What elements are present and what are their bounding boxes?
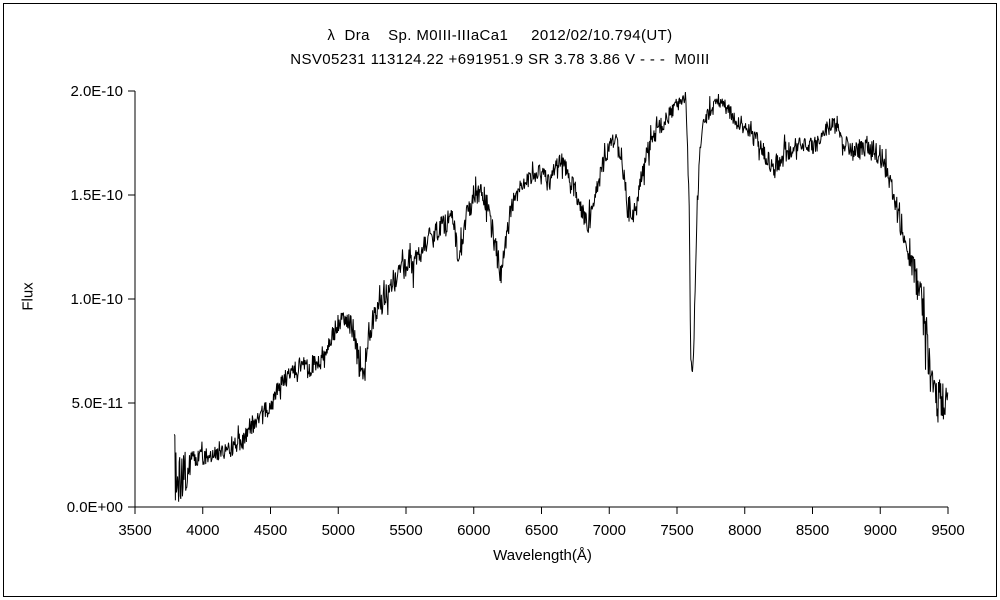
- x-tick-label: 7000: [593, 522, 626, 539]
- x-tick-label: 8500: [796, 522, 829, 539]
- x-tick-label: 4500: [254, 522, 287, 539]
- spectrum-line: [173, 91, 949, 502]
- axes: [134, 91, 948, 508]
- chart-title-line2: NSV05231 113124.22 +691951.9 SR 3.78 3.8…: [290, 51, 710, 68]
- x-tick-label: 6000: [457, 522, 490, 539]
- y-tick-label: 1.5E-10: [70, 187, 123, 204]
- x-tick-label: 9500: [931, 522, 964, 539]
- x-tick-label: 8000: [728, 522, 761, 539]
- x-tick-label: 5500: [389, 522, 422, 539]
- x-tick-label: 3500: [118, 522, 151, 539]
- y-ticks: 0.0E+00 5.0E-11 1.0E-10 1.5E-10 2.0E-10: [67, 83, 135, 516]
- x-tick-label: 4000: [186, 522, 219, 539]
- chart-title-line1: λ Dra Sp. M0III-IIIaCa1 2012/02/10.794(U…: [327, 27, 673, 44]
- x-tick-label: 6500: [525, 522, 558, 539]
- y-tick-label: 1.0E-10: [70, 291, 123, 308]
- x-tick-label: 7500: [660, 522, 693, 539]
- x-axis-label: Wavelength(Å): [493, 547, 592, 564]
- x-tick-label: 9000: [864, 522, 897, 539]
- y-tick-label: 2.0E-10: [70, 83, 123, 100]
- y-tick-label: 5.0E-11: [72, 395, 123, 412]
- x-ticks: 3500 4000 4500 5000 5500 6000 6500 7000 7500 8000…: [118, 507, 965, 539]
- x-tick-label: 5000: [322, 522, 355, 539]
- y-tick-label: 0.0E+00: [67, 499, 123, 516]
- y-axis-label: Flux: [19, 282, 37, 311]
